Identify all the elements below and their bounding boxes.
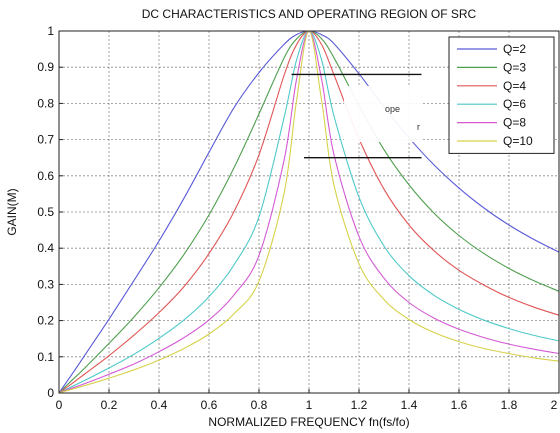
x-tick-label: 0.6 (201, 398, 218, 412)
y-tick-label: 0.1 (37, 350, 54, 364)
y-axis-label: GAIN(M) (5, 188, 19, 235)
x-tick-label: 2 (551, 398, 558, 412)
series-layer (58, 30, 560, 394)
x-tick-label: 1.6 (451, 398, 468, 412)
legend-label: Q=10 (503, 134, 533, 148)
x-tick-label: 0.8 (251, 398, 268, 412)
y-tick-label: 0.4 (37, 241, 54, 255)
legend: Q=2 Q=3 Q=4 Q=6 Q=8 Q=10 (448, 36, 555, 154)
series-line (58, 30, 560, 394)
annotation-text: ope (385, 104, 400, 114)
x-tick-label: 1 (306, 398, 313, 412)
series-line (58, 30, 560, 394)
x-axis-label: NORMALIZED FREQUENCY fn(fs/fo) (208, 415, 409, 429)
x-tick-label: 1.4 (401, 398, 418, 412)
y-tick-label: 0.6 (37, 169, 54, 183)
y-tick-label: 0.5 (37, 205, 54, 219)
x-tick-label: 1.2 (351, 398, 368, 412)
chart-title: DC CHARACTERISTICS AND OPERATING REGION … (142, 7, 477, 21)
y-tick-label: 0.7 (37, 133, 54, 147)
series-line (58, 30, 560, 394)
legend-label: Q=4 (503, 79, 526, 93)
y-tick-label: 0.9 (37, 60, 54, 74)
y-tick-label: 0.8 (37, 96, 54, 110)
x-tick-label: 1.8 (501, 398, 518, 412)
legend-label: Q=3 (503, 60, 526, 74)
x-tick-label: 0.4 (151, 398, 168, 412)
annotation-text: r (417, 122, 420, 132)
y-tick-label: 0 (47, 386, 54, 400)
ticks: 0 0.2 0.4 0.6 0.8 1 1.2 1.4 1.6 1.8 2 0 0.1 0.2 0.3 0.4… (37, 24, 560, 412)
y-tick-label: 0.3 (37, 277, 54, 291)
series-line (58, 30, 560, 394)
series-line (58, 30, 560, 394)
x-tick-label: 0 (56, 398, 63, 412)
x-tick-label: 0.2 (101, 398, 118, 412)
y-tick-label: 0.2 (37, 314, 54, 328)
legend-label: Q=6 (503, 97, 526, 111)
series-line (58, 30, 560, 394)
legend-label: Q=2 (503, 42, 526, 56)
legend-box (448, 36, 555, 154)
annotation-layer: ope r (291, 73, 422, 159)
legend-label: Q=8 (503, 116, 526, 130)
y-tick-label: 1 (47, 24, 54, 38)
annotation-backdrop (344, 86, 422, 142)
